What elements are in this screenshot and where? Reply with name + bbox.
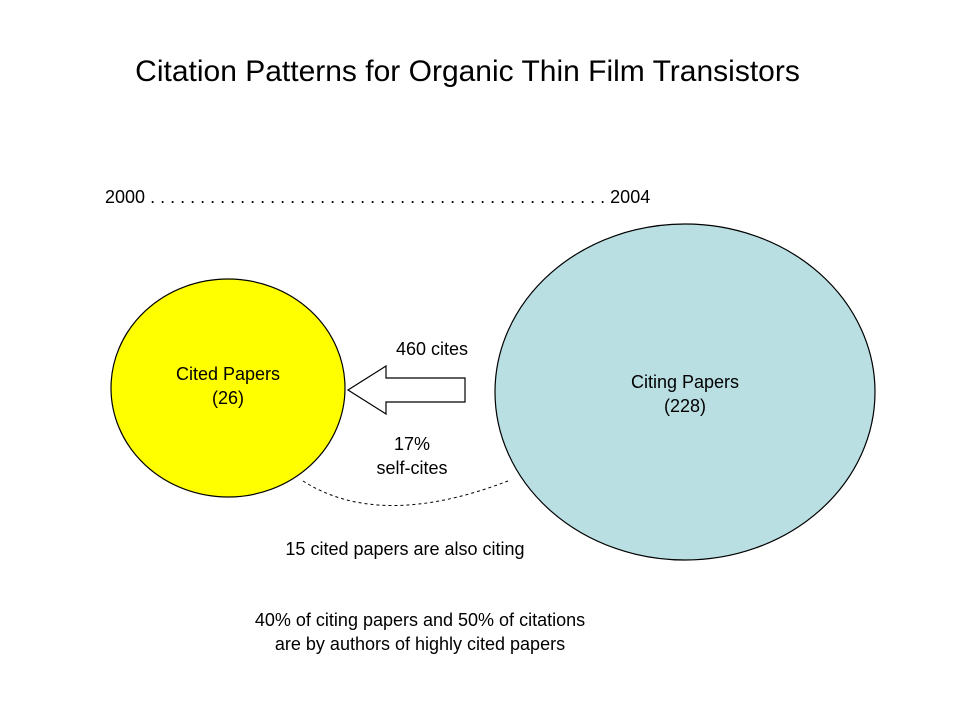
citing-papers-circle	[494, 223, 876, 561]
footer-line-1: 40% of citing papers and 50% of citation…	[254, 610, 586, 630]
timeline-end: 2004	[610, 187, 651, 207]
cited-papers-count: (26)	[211, 388, 244, 408]
self-cite-dashed-curve	[302, 480, 509, 506]
self-cites-label: 17% self-cites	[332, 432, 492, 480]
footer-line-2: are by authors of highly cited papers	[274, 634, 566, 654]
cites-count-label: 460 cites	[395, 339, 469, 359]
cited-papers-circle	[110, 278, 346, 498]
cited-papers-title: Cited Papers	[175, 364, 281, 384]
page-title: Citation Patterns for Organic Thin Film …	[135, 55, 800, 88]
citing-papers-title: Citing Papers	[630, 372, 740, 392]
cited-papers-label: Cited Papers (26)	[148, 362, 308, 410]
timeline-dots: . . . . . . . . . . . . . . . . . . . . …	[150, 187, 606, 207]
footer-note: 40% of citing papers and 50% of citation…	[170, 608, 670, 656]
timeline-start: 2000	[105, 187, 146, 207]
overlap-note: 15 cited papers are also citing	[285, 539, 525, 559]
citing-papers-label: Citing Papers (228)	[605, 370, 765, 418]
citing-papers-count: (228)	[663, 396, 707, 416]
self-cites-text: self-cites	[376, 458, 448, 478]
citation-arrow	[346, 364, 466, 416]
self-cites-percent: 17%	[393, 434, 431, 454]
timeline: 2000 . . . . . . . . . . . . . . . . . .…	[105, 185, 650, 209]
